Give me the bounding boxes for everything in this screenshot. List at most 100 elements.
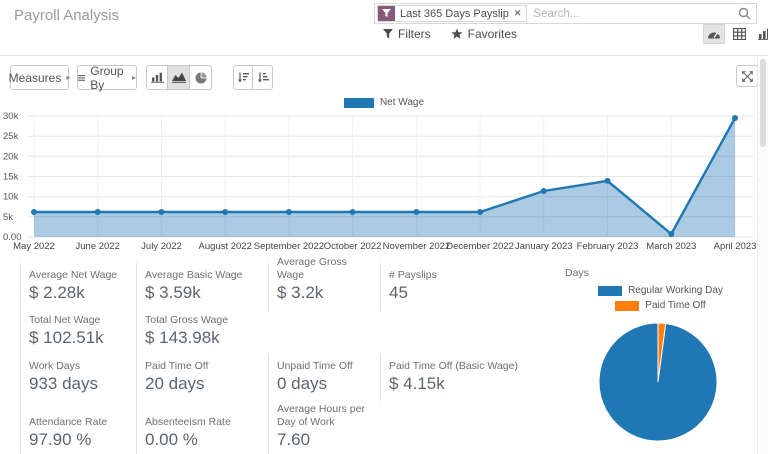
pie-legend-item[interactable]: Regular Working Day — [598, 285, 723, 296]
chart-type-group — [146, 65, 212, 90]
stat-cell: Total Gross Wage $ 143.98k — [136, 310, 268, 355]
stat-value: $ 4.15k — [389, 374, 445, 393]
stat-cell: Average Net Wage $ 2.28k — [20, 263, 136, 310]
stat-label: Paid Time Off (Basic Wage) — [389, 359, 518, 372]
net-wage-legend-label: Net Wage — [379, 97, 425, 108]
favorites-label: Favorites — [467, 27, 518, 41]
search-facet[interactable]: Last 365 Days Payslip ✕ — [377, 5, 528, 22]
svg-text:May 2022: May 2022 — [13, 241, 55, 252]
svg-text:10k: 10k — [3, 192, 19, 203]
pie-legend-swatch — [615, 300, 640, 311]
bar-chart-type-button[interactable] — [146, 65, 168, 90]
svg-text:November 2022: November 2022 — [383, 241, 451, 252]
stat-label: Average Hours per Day of Work — [277, 402, 365, 428]
stat-cell: Work Days 933 days — [20, 355, 136, 401]
net-wage-area-chart[interactable]: 0.00 5k 10k 15k 20k 25k 30k May 2022 June 2022 Ju… — [0, 110, 756, 256]
search-input[interactable]: Last 365 Days Payslip ✕ Search... — [374, 3, 757, 24]
stat-cell: Average Basic Wage $ 3.59k — [136, 263, 268, 310]
view-switcher — [703, 24, 768, 44]
sort-ascending-button[interactable] — [253, 65, 273, 90]
svg-text:August 2022: August 2022 — [199, 241, 252, 252]
pie-chart-icon — [195, 72, 206, 83]
caret-icon: ▸ — [131, 73, 136, 82]
stat-cell: Absenteeism Rate 0.00 % — [136, 401, 268, 454]
days-pie-chart[interactable] — [597, 321, 719, 443]
sort-descending-button[interactable] — [233, 65, 253, 90]
svg-text:October 2022: October 2022 — [324, 241, 382, 252]
stat-value: 45 — [389, 283, 408, 302]
facet-remove-icon[interactable]: ✕ — [513, 8, 522, 18]
expand-icon — [741, 70, 753, 82]
pie-section-title: Days — [565, 267, 589, 279]
sort-group — [233, 65, 273, 90]
stat-label: Average Net Wage — [29, 268, 118, 281]
facet-label: Last 365 Days Payslip — [400, 7, 509, 20]
search-placeholder: Search... — [533, 7, 580, 20]
vertical-scrollbar[interactable] — [757, 56, 768, 454]
top-bar: Payroll Analysis Last 365 Days Payslip ✕… — [0, 0, 768, 56]
stat-cell: # Payslips 45 — [380, 263, 558, 310]
pie-legend-swatch — [598, 285, 623, 296]
svg-text:0.00: 0.00 — [3, 232, 22, 243]
pie-legend-item[interactable]: Paid Time Off — [615, 300, 706, 311]
stat-cell: Unpaid Time Off 0 days — [268, 355, 380, 401]
area-chart-icon — [171, 72, 186, 83]
dashboard-icon — [708, 32, 720, 39]
stat-label: Average Basic Wage — [145, 268, 243, 281]
svg-text:25k: 25k — [3, 131, 19, 142]
stat-value: $ 102.51k — [29, 328, 104, 347]
stat-value: $ 143.98k — [145, 328, 220, 347]
stat-label: Total Net Wage — [29, 313, 101, 326]
dashboard-view-button[interactable] — [703, 24, 725, 44]
stat-value: 20 days — [145, 374, 205, 393]
pie-legend-label: Regular Working Day — [628, 285, 723, 296]
measures-label: Measures — [8, 70, 62, 85]
expand-button[interactable] — [736, 65, 758, 87]
scrollbar-thumb[interactable] — [760, 59, 766, 147]
net-wage-legend-swatch — [343, 97, 374, 108]
measures-button[interactable]: Measures ▸ — [8, 65, 70, 90]
bar-chart-icon — [757, 28, 768, 40]
stat-label: Attendance Rate — [29, 415, 108, 428]
line-chart-legend: Net Wage — [0, 97, 768, 108]
pivot-icon — [732, 28, 746, 40]
stat-value: $ 3.2k — [277, 283, 324, 302]
svg-text:July 2022: July 2022 — [141, 241, 182, 252]
svg-text:January 2023: January 2023 — [515, 241, 573, 252]
svg-text:June 2022: June 2022 — [76, 241, 120, 252]
stat-value: 7.60 — [277, 430, 311, 449]
group-by-label: Group By — [90, 63, 124, 92]
stat-label: Average Gross Wage — [277, 255, 347, 281]
pie-legend-label: Paid Time Off — [645, 300, 706, 311]
stat-value: 0 days — [277, 374, 328, 393]
graph-view-button[interactable] — [753, 24, 768, 44]
funnel-icon — [383, 29, 393, 39]
svg-text:December 2022: December 2022 — [446, 241, 514, 252]
stat-value: 97.90 % — [29, 430, 92, 449]
pie-chart-type-button[interactable] — [190, 65, 212, 90]
stat-value: $ 2.28k — [29, 283, 85, 302]
stat-label: Paid Time Off — [145, 359, 209, 372]
pie-legend: Regular Working Day Paid Time Off — [583, 285, 738, 311]
favorites-button[interactable]: Favorites — [451, 27, 517, 41]
stat-label: Absenteeism Rate — [145, 415, 231, 428]
svg-text:30k: 30k — [3, 111, 19, 122]
pivot-view-button[interactable] — [728, 24, 750, 44]
filters-label: Filters — [398, 27, 431, 41]
page-title: Payroll Analysis — [14, 7, 120, 24]
stat-label: Unpaid Time Off — [277, 359, 353, 372]
stat-value: 0.00 % — [145, 430, 198, 449]
filter-facet-icon — [378, 6, 395, 21]
stat-label: Work Days — [29, 359, 81, 372]
filters-button[interactable]: Filters — [383, 27, 431, 41]
area-chart-type-button[interactable] — [168, 65, 190, 90]
stat-label: Total Gross Wage — [145, 313, 229, 326]
stat-value: $ 3.59k — [145, 283, 201, 302]
search-icon[interactable] — [738, 7, 751, 20]
list-icon — [78, 74, 86, 81]
sort-asc-icon — [257, 72, 269, 83]
stat-value: 933 days — [29, 374, 98, 393]
group-by-button[interactable]: Group By ▸ — [77, 63, 137, 92]
stat-cell: Paid Time Off 20 days — [136, 355, 268, 401]
